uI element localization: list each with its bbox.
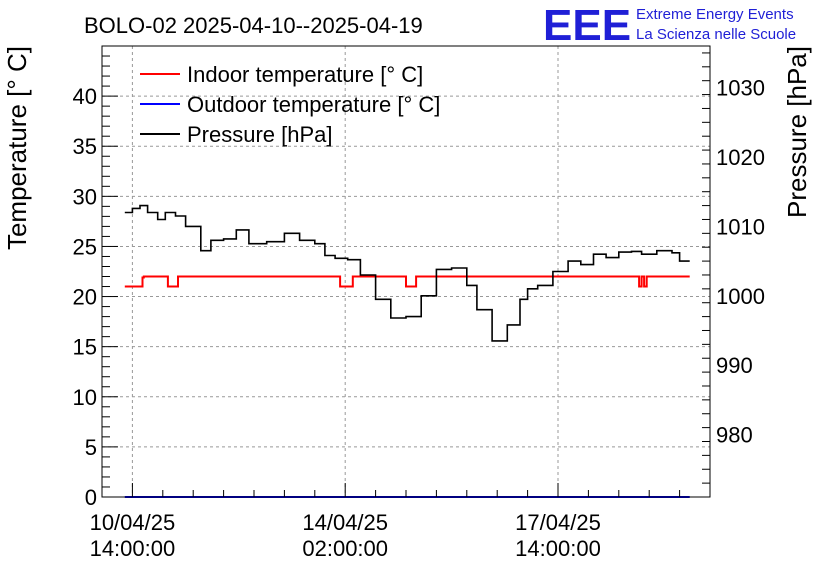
y-tick-label: 10 [73, 385, 97, 410]
legend-indoor-label: Indoor temperature [° C] [187, 62, 423, 87]
y-tick-label: 35 [73, 134, 97, 159]
pressure-line [124, 204, 690, 342]
y-tick-label: 40 [73, 84, 97, 109]
eee-logo-line2: La Scienza nelle Scuole [636, 26, 796, 43]
y2-tick-label: 1010 [716, 214, 765, 239]
x-tick-label-date: 17/04/25 [515, 510, 601, 535]
legend-pressure-label: Pressure [hPa] [187, 122, 333, 147]
legend-outdoor-label: Outdoor temperature [° C] [187, 92, 440, 117]
x-tick-label-time: 14:00:00 [515, 536, 601, 561]
x-tick-label-time: 14:00:00 [90, 536, 176, 561]
axes: 10/04/2514:00:0014/04/2502:00:0017/04/25… [73, 45, 765, 561]
eee-logo-line1: Extreme Energy Events [636, 6, 794, 23]
legend: Indoor temperature [° C] Outdoor temperat… [140, 62, 440, 147]
eee-logo-mark: EEE [543, 1, 631, 50]
x-tick-label-time: 02:00:00 [302, 536, 388, 561]
chart-title: BOLO-02 2025-04-10--2025-04-19 [84, 13, 423, 38]
y-tick-label: 5 [85, 435, 97, 460]
y-tick-label: 15 [73, 335, 97, 360]
y-tick-label: 30 [73, 184, 97, 209]
y-tick-label: 20 [73, 285, 97, 310]
eee-logo: EEE Extreme Energy Events La Scienza nel… [543, 1, 796, 50]
y2-tick-label: 1020 [716, 145, 765, 170]
y2-tick-label: 990 [716, 353, 753, 378]
y2-tick-label: 1030 [716, 76, 765, 101]
x-tick-label-date: 14/04/25 [302, 510, 388, 535]
x-tick-label-date: 10/04/25 [90, 510, 176, 535]
y-tick-label: 25 [73, 234, 97, 259]
y2-axis-title: Pressure [hPa] [782, 46, 812, 218]
series-layer [124, 204, 690, 498]
y-tick-label: 0 [85, 485, 97, 510]
y2-tick-label: 1000 [716, 284, 765, 309]
y-axis-title: Temperature [° C] [2, 46, 32, 250]
y2-tick-label: 980 [716, 423, 753, 448]
indoor-temperature-line [124, 275, 690, 288]
